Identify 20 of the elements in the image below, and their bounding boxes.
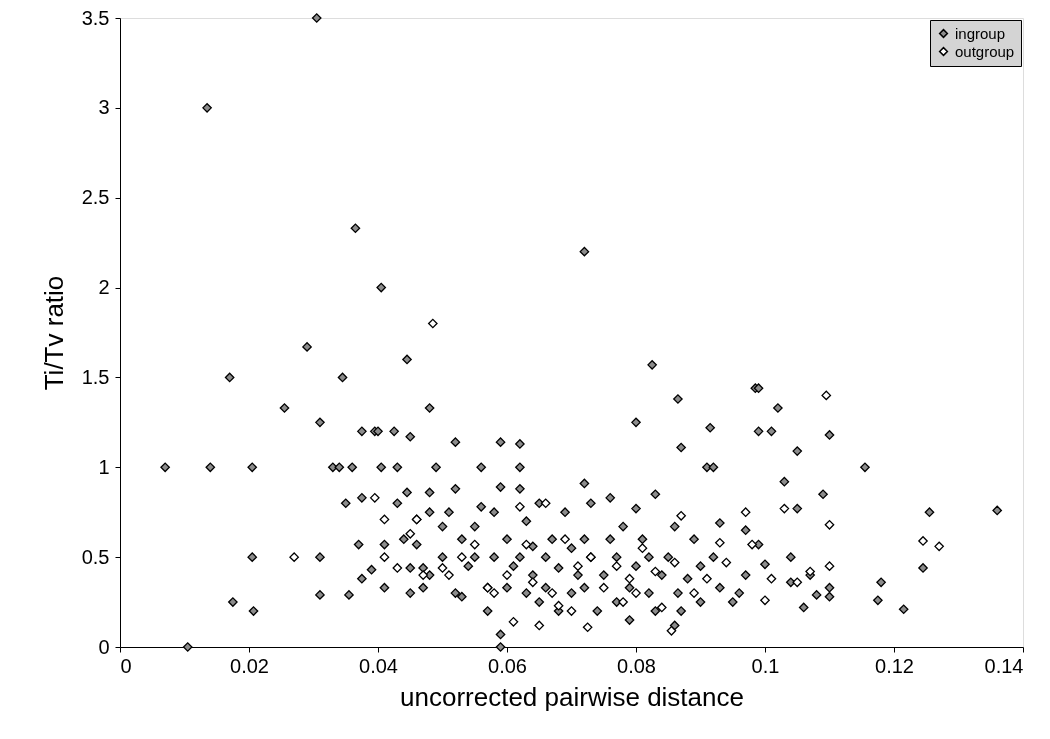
x-tick-label: 0 — [120, 654, 132, 677]
y-tick-label: 2 — [98, 276, 110, 299]
y-tick-label: 3.5 — [81, 6, 110, 29]
x-axis-title: uncorrected pairwise distance — [400, 681, 744, 712]
x-tick-label: 0.1 — [751, 654, 780, 677]
y-tick-label: 0 — [98, 635, 110, 658]
x-tick-label: 0.06 — [488, 654, 527, 677]
legend-label: ingroup — [955, 24, 1006, 42]
y-tick-label: 0.5 — [81, 545, 110, 568]
y-tick-label: 1.5 — [81, 365, 110, 388]
x-tick-label: 0.04 — [359, 654, 398, 677]
x-tick-label: 0.08 — [617, 654, 656, 677]
y-axis-title: Ti/Tv ratio — [38, 275, 69, 391]
y-tick-label: 1 — [98, 455, 110, 478]
x-tick-label: 0.12 — [875, 654, 914, 677]
y-tick-label: 2.5 — [81, 186, 110, 209]
y-tick-label: 3 — [98, 96, 110, 119]
x-tick-label: 0.02 — [230, 654, 269, 677]
x-tick-label: 0.14 — [984, 654, 1024, 677]
legend-label: outgroup — [955, 42, 1015, 60]
